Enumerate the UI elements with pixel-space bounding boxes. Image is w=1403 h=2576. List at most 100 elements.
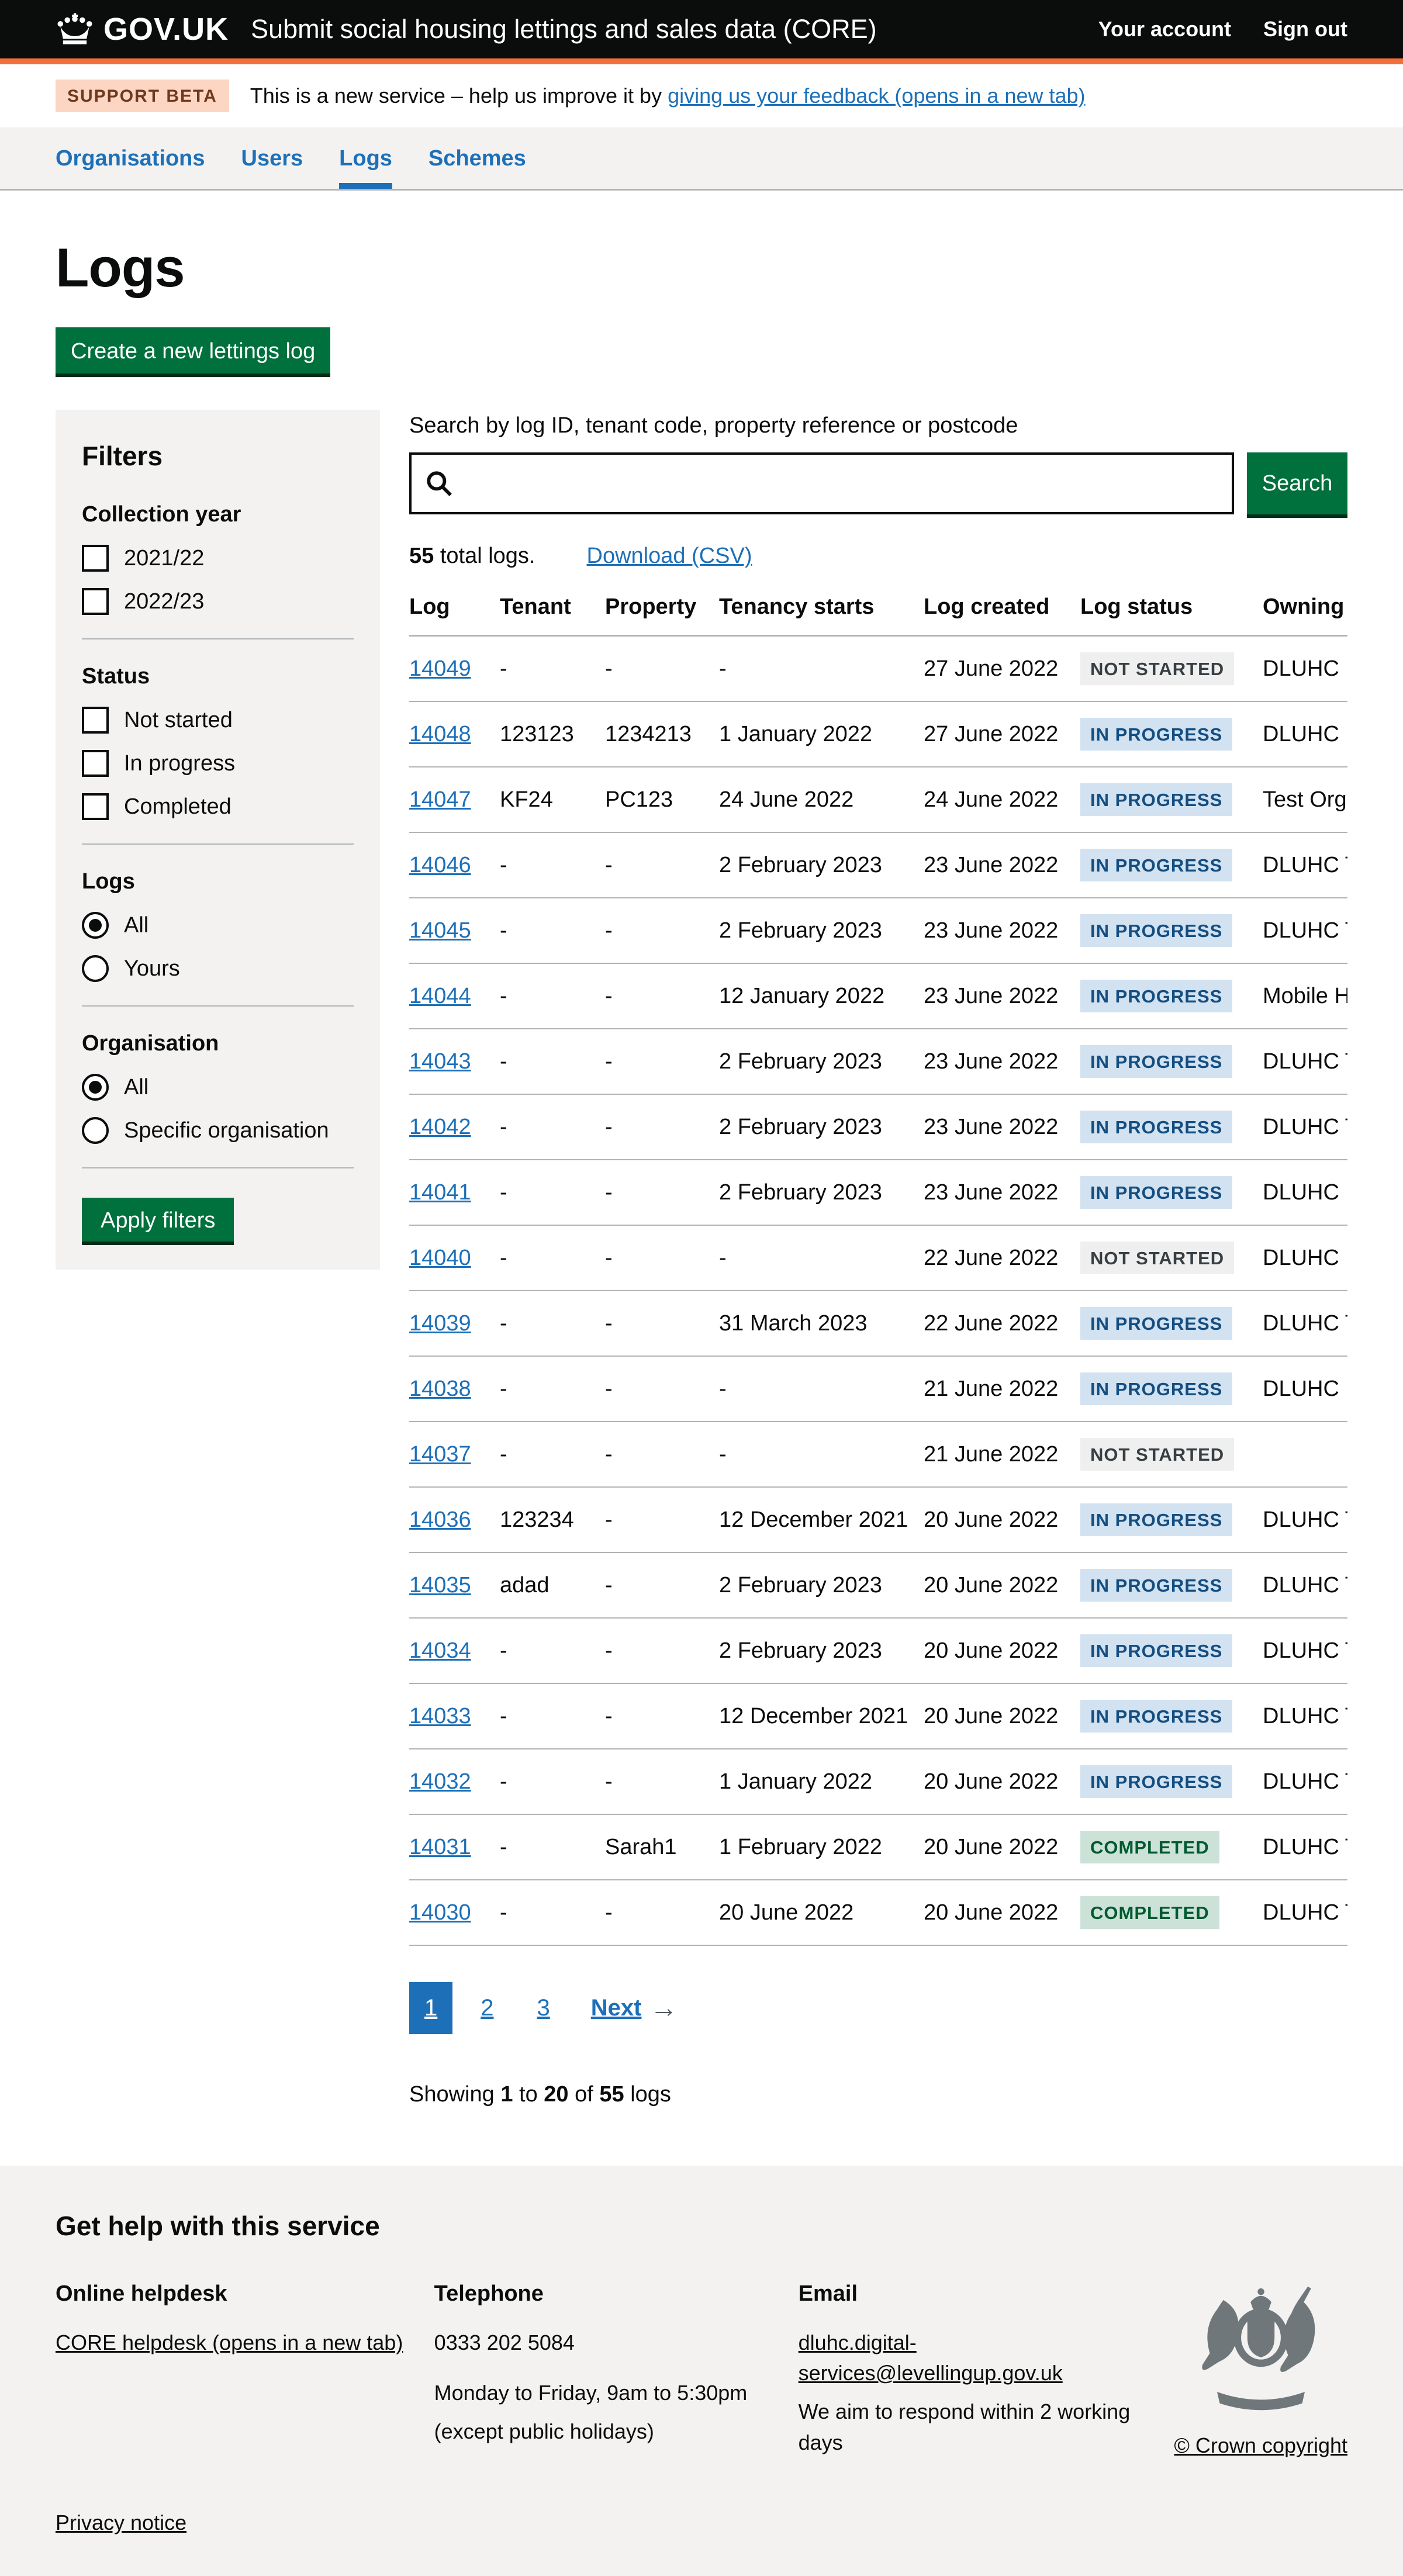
radio-all[interactable] xyxy=(82,1074,109,1101)
log-id-link[interactable]: 14049 xyxy=(409,656,471,681)
cell-log: 14036 xyxy=(409,1487,500,1553)
pagination-page-3[interactable]: 3 xyxy=(537,1995,550,2021)
core-helpdesk-link[interactable]: CORE helpdesk (opens in a new tab) xyxy=(56,2330,403,2355)
log-id-link[interactable]: 14036 xyxy=(409,1507,471,1532)
table-row: 14043- -2 February 2023 23 June 2022 IN PRO… xyxy=(409,1029,1347,1095)
status-badge: NOT STARTED xyxy=(1080,1242,1235,1274)
cell-property: - xyxy=(605,1225,719,1291)
cell-owning-organisation: DLUHC Tes xyxy=(1263,898,1347,964)
service-name[interactable]: Submit social housing lettings and sales… xyxy=(251,14,877,44)
search-input[interactable] xyxy=(409,452,1234,514)
log-id-link[interactable]: 14031 xyxy=(409,1834,471,1859)
log-id-link[interactable]: 14033 xyxy=(409,1703,471,1728)
log-id-link[interactable]: 14043 xyxy=(409,1049,471,1074)
govuk-logo-text: GOV.UK xyxy=(103,12,229,47)
privacy-notice-link[interactable]: Privacy notice xyxy=(56,2510,187,2534)
crown-copyright-link[interactable]: © Crown copyright xyxy=(1174,2433,1347,2457)
filter-heading-collection-year: Collection year xyxy=(82,502,241,527)
cell-log-created: 20 June 2022 xyxy=(924,1814,1080,1880)
log-id-link[interactable]: 14034 xyxy=(409,1638,471,1663)
cell-log-created: 23 June 2022 xyxy=(924,898,1080,964)
filter-option-all[interactable]: All xyxy=(82,1074,354,1101)
filter-option-specific-organisation[interactable]: Specific organisation xyxy=(82,1117,354,1144)
govuk-logo[interactable]: GOV.UK xyxy=(56,11,229,47)
pagination-page-1[interactable]: 1 xyxy=(409,1982,453,2034)
cell-owning-organisation: DLUHC Tes xyxy=(1263,1094,1347,1160)
primary-nav: Organisations Users Logs Schemes xyxy=(0,127,1403,191)
table-header-row: Log Tenant Property Tenancy starts Log c… xyxy=(409,579,1347,637)
status-badge: NOT STARTED xyxy=(1080,652,1235,685)
log-id-link[interactable]: 14035 xyxy=(409,1572,471,1598)
log-id-link[interactable]: 14040 xyxy=(409,1245,471,1270)
checkbox-2021-22[interactable] xyxy=(82,545,109,572)
pagination-next-link[interactable]: Next xyxy=(590,1995,642,2021)
apply-filters-button[interactable]: Apply filters xyxy=(82,1198,234,1242)
log-id-link[interactable]: 14042 xyxy=(409,1114,471,1139)
site-footer: Get help with this service Online helpde… xyxy=(0,2166,1403,2576)
checkbox-in-progress[interactable] xyxy=(82,750,109,777)
cell-log-status: IN PROGRESS xyxy=(1080,767,1263,833)
log-id-link[interactable]: 14037 xyxy=(409,1441,471,1467)
log-id-link[interactable]: 14032 xyxy=(409,1769,471,1794)
log-id-link[interactable]: 14045 xyxy=(409,918,471,943)
pagination-page-2[interactable]: 2 xyxy=(481,1995,494,2021)
col-header-owning-organisation: Owning organisation xyxy=(1263,579,1347,637)
filter-option-yours[interactable]: Yours xyxy=(82,955,354,982)
cell-log-created: 20 June 2022 xyxy=(924,1749,1080,1815)
sign-out-link[interactable]: Sign out xyxy=(1263,17,1347,41)
log-id-link[interactable]: 14039 xyxy=(409,1311,471,1336)
cell-log: 14049 xyxy=(409,635,500,702)
filter-option-completed[interactable]: Completed xyxy=(82,793,354,820)
cell-log-created: 27 June 2022 xyxy=(924,635,1080,702)
log-id-link[interactable]: 14046 xyxy=(409,852,471,877)
cell-log: 14030 xyxy=(409,1880,500,1946)
your-account-link[interactable]: Your account xyxy=(1098,17,1232,41)
log-id-link[interactable]: 14041 xyxy=(409,1180,471,1205)
cell-tenant: KF24 xyxy=(500,767,605,833)
radio-specific-organisation[interactable] xyxy=(82,1117,109,1144)
cell-tenant: - xyxy=(500,1814,605,1880)
search-button[interactable]: Search xyxy=(1247,452,1347,514)
cell-owning-organisation: Mobile Hou xyxy=(1263,963,1347,1029)
radio-yours[interactable] xyxy=(82,955,109,982)
cell-tenant: - xyxy=(500,635,605,702)
cell-property: Sarah1 xyxy=(605,1814,719,1880)
checkbox-not-started[interactable] xyxy=(82,707,109,734)
filter-option-not-started[interactable]: Not started xyxy=(82,707,354,734)
log-id-link[interactable]: 14030 xyxy=(409,1900,471,1925)
checkbox-2022-23[interactable] xyxy=(82,588,109,615)
nav-item-schemes[interactable]: Schemes xyxy=(428,146,526,171)
cell-tenancy-starts: 2 February 2023 xyxy=(719,1094,924,1160)
cell-tenant: - xyxy=(500,898,605,964)
cell-tenant: - xyxy=(500,1225,605,1291)
nav-item-users[interactable]: Users xyxy=(241,146,303,171)
radio-all[interactable] xyxy=(82,912,109,939)
cell-log-status: IN PROGRESS xyxy=(1080,832,1263,898)
log-id-link[interactable]: 14047 xyxy=(409,787,471,812)
log-id-link[interactable]: 14038 xyxy=(409,1376,471,1401)
filter-option-2021-22[interactable]: 2021/22 xyxy=(82,545,354,572)
footer-helpdesk-column: Online helpdesk CORE helpdesk (opens in … xyxy=(56,2278,434,2466)
filter-option-2022-23[interactable]: 2022/23 xyxy=(82,588,354,615)
cell-log: 14039 xyxy=(409,1291,500,1357)
create-lettings-log-button[interactable]: Create a new lettings log xyxy=(56,327,331,374)
cell-log-created: 20 June 2022 xyxy=(924,1880,1080,1946)
download-csv-link[interactable]: Download (CSV) xyxy=(586,544,752,568)
total-logs-rest: total logs. xyxy=(434,544,535,568)
nav-item-organisations[interactable]: Organisations xyxy=(56,146,205,171)
cell-log-status: IN PROGRESS xyxy=(1080,1094,1263,1160)
phase-banner: SUPPORT BETA This is a new service – hel… xyxy=(0,64,1403,127)
checkbox-completed[interactable] xyxy=(82,793,109,820)
feedback-link[interactable]: giving us your feedback (opens in a new … xyxy=(668,84,1086,108)
cell-property: - xyxy=(605,635,719,702)
table-row: 14030- -20 June 2022 20 June 2022 COMPLETED… xyxy=(409,1880,1347,1946)
filter-option-all[interactable]: All xyxy=(82,912,354,939)
log-id-link[interactable]: 14044 xyxy=(409,983,471,1008)
cell-log-status: IN PROGRESS xyxy=(1080,1029,1263,1095)
email-link[interactable]: dluhc.digital-services@levellingup.gov.u… xyxy=(798,2330,1063,2385)
cell-log: 14048 xyxy=(409,701,500,767)
nav-item-logs[interactable]: Logs xyxy=(339,146,392,189)
log-id-link[interactable]: 14048 xyxy=(409,721,471,746)
cell-tenant: - xyxy=(500,1029,605,1095)
filter-option-in-progress[interactable]: In progress xyxy=(82,750,354,777)
